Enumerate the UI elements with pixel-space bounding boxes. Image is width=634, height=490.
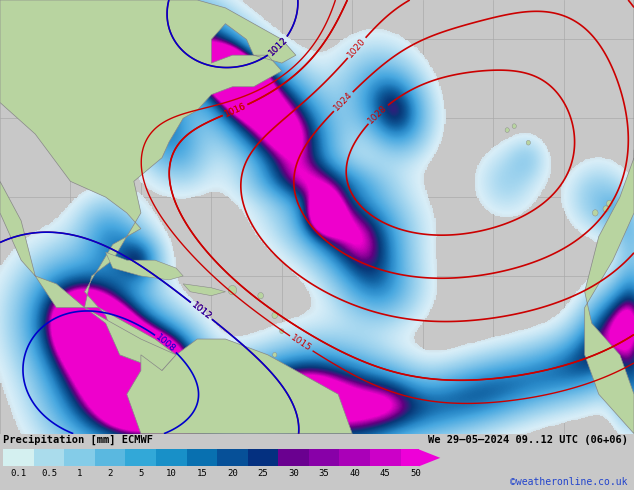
- Circle shape: [280, 329, 284, 334]
- Circle shape: [272, 312, 278, 318]
- Text: 1012: 1012: [190, 300, 213, 321]
- Bar: [401, 449, 419, 466]
- Bar: [95, 449, 126, 466]
- Bar: [309, 449, 339, 466]
- Text: 45: 45: [380, 468, 391, 478]
- Bar: [34, 449, 64, 466]
- Text: 50: 50: [410, 468, 421, 478]
- Circle shape: [228, 285, 236, 295]
- Polygon shape: [0, 181, 176, 370]
- Text: 0.1: 0.1: [10, 468, 27, 478]
- Text: 10: 10: [166, 468, 177, 478]
- Text: 1024: 1024: [332, 90, 354, 113]
- Bar: [3, 449, 34, 466]
- Text: 15: 15: [197, 468, 207, 478]
- Polygon shape: [127, 339, 353, 434]
- Text: 25: 25: [257, 468, 268, 478]
- Circle shape: [505, 128, 509, 132]
- Text: 1015: 1015: [289, 333, 313, 353]
- Bar: [339, 449, 370, 466]
- Bar: [278, 449, 309, 466]
- Text: 5: 5: [138, 468, 143, 478]
- Text: 1028: 1028: [366, 103, 389, 125]
- Circle shape: [603, 206, 609, 212]
- Text: 1020: 1020: [346, 36, 368, 59]
- Text: 1008: 1008: [154, 333, 178, 354]
- Circle shape: [273, 352, 277, 357]
- Bar: [248, 449, 278, 466]
- Text: Precipitation [mm] ECMWF: Precipitation [mm] ECMWF: [3, 435, 153, 445]
- Bar: [156, 449, 186, 466]
- Bar: [217, 449, 248, 466]
- Text: ©weatheronline.co.uk: ©weatheronline.co.uk: [510, 477, 628, 487]
- Polygon shape: [106, 252, 183, 280]
- Bar: [186, 449, 217, 466]
- Text: 40: 40: [349, 468, 360, 478]
- Circle shape: [258, 293, 264, 299]
- Text: 30: 30: [288, 468, 299, 478]
- Circle shape: [526, 140, 531, 145]
- Text: 35: 35: [319, 468, 330, 478]
- Text: 1: 1: [77, 468, 82, 478]
- Text: 20: 20: [227, 468, 238, 478]
- Text: 1012: 1012: [267, 36, 290, 58]
- Circle shape: [607, 200, 612, 207]
- Polygon shape: [585, 150, 634, 434]
- Text: 1012: 1012: [190, 300, 213, 321]
- Text: 1016: 1016: [223, 101, 247, 119]
- Polygon shape: [0, 0, 296, 370]
- Polygon shape: [419, 449, 440, 466]
- Text: 0.5: 0.5: [41, 468, 57, 478]
- Bar: [126, 449, 156, 466]
- Text: 1012: 1012: [267, 36, 290, 58]
- Bar: [64, 449, 95, 466]
- Bar: [370, 449, 401, 466]
- Text: We 29–05–2024 09..12 UTC (06+06): We 29–05–2024 09..12 UTC (06+06): [428, 435, 628, 445]
- Circle shape: [592, 210, 598, 216]
- Polygon shape: [183, 284, 226, 295]
- Circle shape: [512, 124, 516, 128]
- Text: 1016: 1016: [223, 101, 247, 119]
- Text: 2: 2: [108, 468, 113, 478]
